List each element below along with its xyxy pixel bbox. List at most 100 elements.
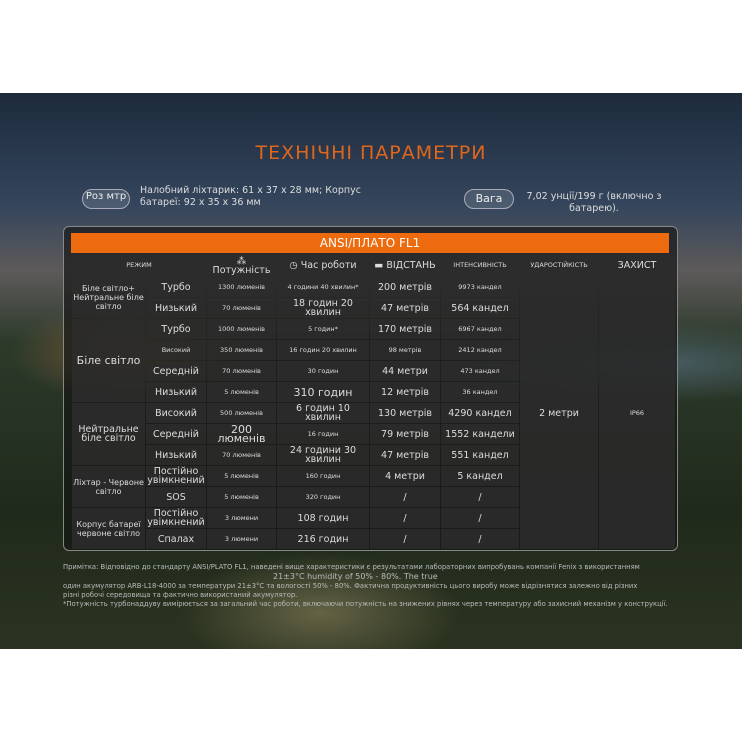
distance-cell: / (370, 529, 440, 549)
header-mode: РЕЖИМ (72, 255, 206, 276)
mode-cell: Спалах (146, 529, 206, 549)
distance-cell: 200 метрів (370, 277, 440, 297)
distance-cell: / (370, 487, 440, 507)
weight-label: Вага (464, 189, 514, 209)
power-cell: 500 люменів (207, 403, 276, 423)
distance-cell: 98 метрів (370, 340, 440, 360)
runtime-cell: 18 годин 20 хвилин (277, 298, 369, 318)
table-title: ANSI/ПЛАТО FL1 (71, 233, 669, 253)
header-intensity: ІНТЕНСИВНІСТЬ (441, 255, 519, 276)
distance-cell: 12 метрів (370, 382, 440, 402)
intensity-cell: 5 кандел (441, 466, 519, 486)
intensity-cell: 36 кандел (441, 382, 519, 402)
table-row: Біле світло Турбо 1000 люменів 5 годин* 170 … (72, 319, 675, 402)
mode-cell: Постійно увімкнений (146, 466, 206, 486)
table-row: SOS 5 люменів 320 годин / / (72, 487, 675, 507)
distance-cell: 4 метри (370, 466, 440, 486)
mode-group: Нейтральне біле світло (72, 403, 145, 465)
header-power: ⁂ Потужність (207, 255, 276, 276)
intensity-cell: / (441, 529, 519, 549)
power-cell: 70 люменів (207, 445, 276, 465)
mode-group: Корпус батареї червоне світло (72, 508, 145, 549)
runtime-cell: 216 годин (277, 529, 369, 549)
mode-group: Біле світло (72, 319, 145, 402)
mode-cell: Турбо (146, 319, 206, 339)
header-distance: ▬ ВІДСТАНЬ (370, 255, 440, 276)
note-line: *Потужність турбонаддуву вимірюється за … (63, 600, 668, 609)
protection-cell: IP66 (599, 277, 675, 549)
mode-cell: Середній (146, 424, 206, 444)
header-row: РЕЖИМ ⁂ Потужність ◷ Час роботи ▬ ВІДСТА… (72, 255, 675, 276)
note-line: 21±3°C humidity of 50% - 80%. The true (273, 572, 438, 582)
table-row: Низький 5 люменів 310 годин 12 метрів 36 кан… (72, 382, 675, 402)
power-cell: 70 люменів (207, 298, 276, 318)
power-cell: 5 люменів (207, 487, 276, 507)
header-protection: ЗАХИСТ (599, 255, 675, 276)
runtime-cell: 320 годин (277, 487, 369, 507)
mode-cell: Низький (146, 382, 206, 402)
mode-cell: Турбо (146, 277, 206, 297)
runtime-cell: 4 години 40 хвилин* (277, 277, 369, 297)
intensity-cell: 1552 кандели (441, 424, 519, 444)
table-row: Ліхтар - Червоне світло Постійно увімкнен… (72, 466, 675, 507)
runtime-cell: 16 годин (277, 424, 369, 444)
intensity-cell: 551 кандел (441, 445, 519, 465)
power-cell: 200 люменів (207, 424, 276, 444)
table-row: Середній 70 люменів 30 годин 44 метри 473 ка… (72, 361, 675, 381)
power-cell: 3 люмени (207, 529, 276, 549)
mode-group: Біле світло+ Нейтральне біле світло (72, 277, 145, 318)
intensity-cell: 9973 кандел (441, 277, 519, 297)
spec-table: РЕЖИМ ⁂ Потужність ◷ Час роботи ▬ ВІДСТА… (71, 254, 676, 550)
intensity-cell: / (441, 508, 519, 528)
intensity-cell: 2412 кандел (441, 340, 519, 360)
runtime-cell: 24 години 30 хвилин (277, 445, 369, 465)
distance-cell: / (370, 508, 440, 528)
intensity-cell: 6967 кандел (441, 319, 519, 339)
table-row: Середній 200 люменів 16 годин 79 метрів 1552… (72, 424, 675, 444)
power-cell: 3 люмени (207, 508, 276, 528)
intensity-cell: 473 кандел (441, 361, 519, 381)
page-title: ТЕХНІЧНІ ПАРАМЕТРИ (255, 142, 487, 164)
distance-cell: 47 метрів (370, 445, 440, 465)
table-row: Високий 350 люменів 16 годин 20 хвилин 98 м… (72, 340, 675, 360)
runtime-cell: 6 годин 10 хвилин (277, 403, 369, 423)
clock-icon: ◷ (289, 260, 298, 271)
mode-cell: Постійно увімкнений (146, 508, 206, 528)
distance-cell: 44 метри (370, 361, 440, 381)
mode-group: Ліхтар - Червоне світло (72, 466, 145, 507)
distance-cell: 130 метрів (370, 403, 440, 423)
power-cell: 350 люменів (207, 340, 276, 360)
intensity-cell: 4290 кандел (441, 403, 519, 423)
table-row: Нейтральне біле світло Високий 500 люменів… (72, 403, 675, 465)
impact-cell: 2 метри (520, 277, 598, 549)
size-label: Роз мтр (82, 189, 130, 209)
beam-icon: ▬ (374, 260, 384, 271)
runtime-cell: 108 годин (277, 508, 369, 528)
weight-value: 7,02 унції/199 г (включно з батарею). (526, 191, 662, 214)
intensity-cell: 564 кандел (441, 298, 519, 318)
power-cell: 1300 люменів (207, 277, 276, 297)
footnotes: Примітка: Відповідно до стандарту ANSI/P… (63, 563, 683, 609)
distance-cell: 47 метрів (370, 298, 440, 318)
runtime-cell: 5 годин* (277, 319, 369, 339)
header-impact: УДАРОСТІЙКІСТЬ (520, 255, 598, 276)
table-row: Низький 70 люменів 24 години 30 хвилин 47 м… (72, 445, 675, 465)
power-cell: 70 люменів (207, 361, 276, 381)
runtime-cell: 310 годин (277, 382, 369, 402)
mode-cell: Низький (146, 445, 206, 465)
note-line: один акумулятор ARB-L18-4000 за температ… (63, 581, 638, 590)
light-rays-icon: ⁂ (236, 255, 247, 267)
table-row: Спалах 3 люмени 216 годин / / (72, 529, 675, 549)
runtime-cell: 16 годин 20 хвилин (277, 340, 369, 360)
intensity-cell: / (441, 487, 519, 507)
runtime-cell: 160 годин (277, 466, 369, 486)
note-line: Примітка: Відповідно до стандарту ANSI/P… (63, 563, 640, 571)
runtime-cell: 30 годин (277, 361, 369, 381)
mode-cell: Високий (146, 340, 206, 360)
power-cell: 5 люменів (207, 466, 276, 486)
table-row: Біле світло+ Нейтральне біле світло Турбо… (72, 277, 675, 549)
header-runtime: ◷ Час роботи (277, 255, 369, 276)
mode-cell: SOS (146, 487, 206, 507)
distance-cell: 79 метрів (370, 424, 440, 444)
size-value: Налобний ліхтарик: 61 x 37 x 28 мм; Корп… (140, 185, 361, 208)
